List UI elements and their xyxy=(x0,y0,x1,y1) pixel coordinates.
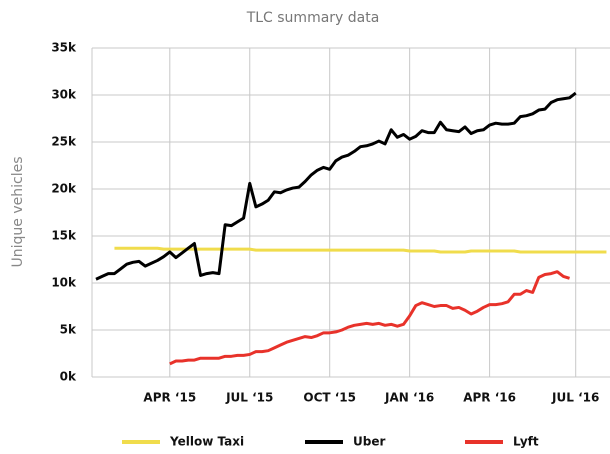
x-tick-label: APR ‘16 xyxy=(463,391,516,405)
y-tick-label: 10k xyxy=(51,276,77,290)
y-tick-label: 5k xyxy=(60,323,77,337)
y-tick-label: 20k xyxy=(51,182,77,196)
legend-label: Yellow Taxi xyxy=(169,435,244,449)
x-tick-label: JUL ‘16 xyxy=(551,391,599,405)
y-tick-label: 25k xyxy=(51,135,77,149)
y-tick-label: 35k xyxy=(51,41,77,55)
x-tick-label: OCT ‘15 xyxy=(303,391,356,405)
x-tick-label: JAN ‘16 xyxy=(384,391,434,405)
legend-label: Uber xyxy=(353,435,385,449)
line-series xyxy=(169,270,570,366)
x-tick-label: JUL ‘15 xyxy=(225,391,273,405)
legend-label: Lyft xyxy=(513,435,539,449)
x-tick-label: APR ‘15 xyxy=(143,391,196,405)
y-tick-label: 15k xyxy=(51,229,77,243)
line-series xyxy=(95,91,577,281)
y-axis-label: Unique vehicles xyxy=(10,157,26,268)
chart-title: TLC summary data xyxy=(246,10,380,26)
y-tick-label: 30k xyxy=(51,88,77,102)
y-tick-label: 0k xyxy=(60,370,77,384)
